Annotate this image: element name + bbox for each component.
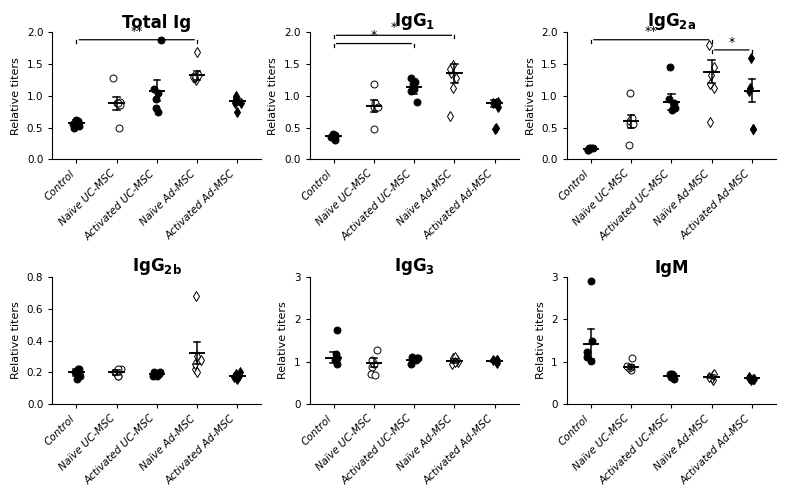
Title: Total Ig: Total Ig xyxy=(122,14,191,32)
Text: *: * xyxy=(391,21,397,34)
Title: IgM: IgM xyxy=(654,259,689,277)
Y-axis label: Relative titers: Relative titers xyxy=(526,57,536,134)
Y-axis label: Relative titers: Relative titers xyxy=(11,57,21,134)
Text: *: * xyxy=(371,29,377,42)
Y-axis label: Relative titers: Relative titers xyxy=(11,302,21,379)
Y-axis label: Relative titers: Relative titers xyxy=(268,57,279,134)
Title: $\mathbf{IgG_3}$: $\mathbf{IgG_3}$ xyxy=(394,256,434,277)
Y-axis label: Relative titers: Relative titers xyxy=(536,302,545,379)
Text: **: ** xyxy=(645,25,657,38)
Text: *: * xyxy=(729,36,735,49)
Text: **: ** xyxy=(131,25,143,38)
Title: $\mathbf{IgG_{2b}}$: $\mathbf{IgG_{2b}}$ xyxy=(132,256,182,277)
Title: $\mathbf{IgG_1}$: $\mathbf{IgG_1}$ xyxy=(394,11,434,32)
Y-axis label: Relative titers: Relative titers xyxy=(279,302,288,379)
Title: $\mathbf{IgG_{2a}}$: $\mathbf{IgG_{2a}}$ xyxy=(647,11,696,32)
